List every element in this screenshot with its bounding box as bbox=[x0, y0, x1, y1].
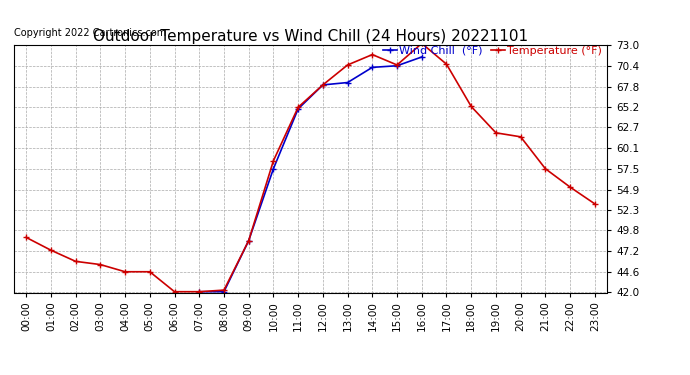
Wind Chill  (°F) bbox=[195, 290, 204, 294]
Temperature (°F) bbox=[467, 104, 475, 109]
Temperature (°F) bbox=[195, 290, 204, 294]
Line: Wind Chill  (°F): Wind Chill (°F) bbox=[197, 54, 424, 294]
Temperature (°F) bbox=[319, 82, 327, 87]
Wind Chill  (°F) bbox=[244, 238, 253, 243]
Wind Chill  (°F) bbox=[393, 63, 401, 68]
Temperature (°F) bbox=[591, 202, 599, 206]
Temperature (°F) bbox=[492, 130, 500, 135]
Wind Chill  (°F) bbox=[319, 82, 327, 87]
Temperature (°F) bbox=[170, 290, 179, 294]
Temperature (°F) bbox=[294, 105, 302, 110]
Wind Chill  (°F) bbox=[368, 65, 377, 70]
Temperature (°F) bbox=[220, 288, 228, 292]
Temperature (°F) bbox=[244, 238, 253, 243]
Text: Copyright 2022 Cartronics.com: Copyright 2022 Cartronics.com bbox=[14, 28, 166, 38]
Wind Chill  (°F) bbox=[344, 80, 352, 85]
Temperature (°F) bbox=[72, 259, 80, 264]
Temperature (°F) bbox=[566, 185, 574, 189]
Line: Temperature (°F): Temperature (°F) bbox=[23, 40, 598, 294]
Temperature (°F) bbox=[517, 135, 525, 139]
Title: Outdoor Temperature vs Wind Chill (24 Hours) 20221101: Outdoor Temperature vs Wind Chill (24 Ho… bbox=[93, 29, 528, 44]
Temperature (°F) bbox=[344, 63, 352, 67]
Temperature (°F) bbox=[146, 270, 154, 274]
Wind Chill  (°F) bbox=[220, 290, 228, 294]
Temperature (°F) bbox=[121, 270, 129, 274]
Legend: Wind Chill  (°F), Temperature (°F): Wind Chill (°F), Temperature (°F) bbox=[383, 46, 602, 56]
Wind Chill  (°F) bbox=[417, 55, 426, 59]
Temperature (°F) bbox=[368, 53, 377, 57]
Wind Chill  (°F) bbox=[294, 106, 302, 111]
Wind Chill  (°F) bbox=[269, 166, 277, 171]
Temperature (°F) bbox=[22, 235, 30, 240]
Temperature (°F) bbox=[47, 248, 55, 252]
Temperature (°F) bbox=[417, 41, 426, 46]
Temperature (°F) bbox=[269, 159, 277, 163]
Temperature (°F) bbox=[96, 262, 104, 267]
Temperature (°F) bbox=[393, 63, 401, 67]
Temperature (°F) bbox=[442, 62, 451, 66]
Temperature (°F) bbox=[541, 166, 549, 171]
